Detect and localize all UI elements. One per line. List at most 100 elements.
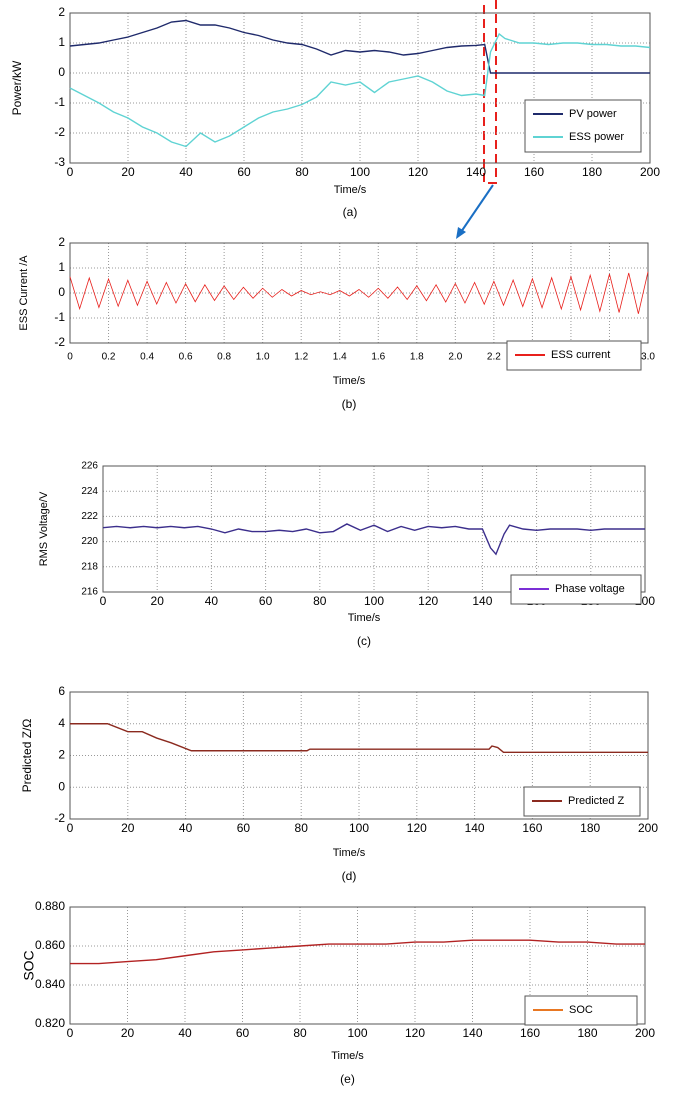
caption: (e) xyxy=(340,1072,355,1086)
x-tick-label: 1.6 xyxy=(371,352,385,363)
y-axis-label: Predicted Z/Ω xyxy=(20,719,34,793)
x-tick-label: 60 xyxy=(259,594,273,608)
x-tick-label: 0.4 xyxy=(140,352,154,363)
y-tick-label: -2 xyxy=(54,811,65,825)
x-axis-label: Time/s xyxy=(348,612,381,624)
x-tick-label: 1.2 xyxy=(294,352,308,363)
x-tick-label: 0.6 xyxy=(179,352,193,363)
caption: (d) xyxy=(342,869,357,883)
y-tick-label: 216 xyxy=(81,587,98,598)
x-tick-label: 160 xyxy=(524,165,544,179)
highlight-box xyxy=(483,0,497,184)
y-tick-label: 226 xyxy=(81,461,98,472)
x-tick-label: 40 xyxy=(205,594,219,608)
x-tick-label: 0.2 xyxy=(102,352,116,363)
x-tick-label: 1.8 xyxy=(410,352,424,363)
x-tick-label: 200 xyxy=(640,165,660,179)
x-tick-label: 1.0 xyxy=(256,352,270,363)
x-tick-label: 140 xyxy=(466,165,486,179)
x-tick-label: 80 xyxy=(313,594,327,608)
data-line xyxy=(70,723,648,754)
x-tick-label: 180 xyxy=(582,165,602,179)
y-tick-label: 218 xyxy=(81,561,98,572)
y-tick-label: 220 xyxy=(81,536,98,547)
x-tick-label: 20 xyxy=(121,165,135,179)
x-tick-label: 140 xyxy=(472,594,492,608)
y-axis-label: Power/kW xyxy=(10,60,24,115)
x-tick-label: 0 xyxy=(100,594,107,608)
x-tick-label: 120 xyxy=(405,1026,425,1040)
plot-frame xyxy=(69,906,646,1025)
y-axis-label: ESS Current /A xyxy=(18,255,30,331)
x-tick-label: 140 xyxy=(465,821,485,835)
caption: (a) xyxy=(343,205,358,219)
arrow-head xyxy=(456,227,466,239)
x-tick-label: 100 xyxy=(350,165,370,179)
x-tick-label: 0 xyxy=(67,821,74,835)
chart: -2 -1 0 1 2 0 0.2 0.4 0.6 0.8 1.0 1.2 1.4 1.6 1.8 2.0 2.… xyxy=(18,235,655,411)
legend-label: SOC xyxy=(569,1004,593,1016)
chart: 2162182202222242260204060801001201401601… xyxy=(38,461,655,649)
y-tick-label: 2 xyxy=(58,5,65,19)
x-tick-label: 200 xyxy=(635,1026,655,1040)
x-tick-label: 180 xyxy=(577,1026,597,1040)
legend-label: ESS power xyxy=(569,131,624,143)
x-tick-label: 2.2 xyxy=(487,352,501,363)
legend-box xyxy=(524,99,642,153)
y-axis-label: RMS Voltage/V xyxy=(38,491,50,566)
data-line xyxy=(69,32,651,148)
x-tick-label: 80 xyxy=(295,165,309,179)
x-axis-label: Time/s xyxy=(333,375,366,387)
x-tick-label: 20 xyxy=(151,594,165,608)
y-tick-label: 1 xyxy=(58,35,65,49)
y-tick-label: -3 xyxy=(54,155,65,169)
x-tick-label: 40 xyxy=(179,821,193,835)
x-tick-label: 3.0 xyxy=(641,352,655,363)
legend-label: Predicted Z xyxy=(568,795,625,807)
x-tick-label: 160 xyxy=(522,821,542,835)
x-tick-label: 0 xyxy=(67,352,73,363)
x-axis-label: Time/s xyxy=(334,184,367,196)
x-tick-label: 0.8 xyxy=(217,352,231,363)
y-tick-label: 2 xyxy=(58,748,65,762)
y-tick-label: -2 xyxy=(54,335,65,349)
x-tick-label: 100 xyxy=(364,594,384,608)
y-tick-label: 0.840 xyxy=(35,977,65,991)
y-tick-label: 0.880 xyxy=(35,899,65,913)
y-tick-label: -2 xyxy=(54,125,65,139)
y-tick-label: 0.820 xyxy=(35,1016,65,1030)
x-tick-label: 200 xyxy=(638,821,658,835)
caption: (b) xyxy=(342,397,357,411)
x-tick-label: 100 xyxy=(349,821,369,835)
y-tick-label: -1 xyxy=(54,310,65,324)
y-tick-label: -1 xyxy=(54,95,65,109)
data-line xyxy=(70,939,645,965)
x-tick-label: 80 xyxy=(295,821,309,835)
y-tick-label: 4 xyxy=(58,716,65,730)
y-tick-label: 2 xyxy=(58,235,65,249)
x-tick-label: 160 xyxy=(520,1026,540,1040)
x-tick-label: 180 xyxy=(580,821,600,835)
x-tick-label: 40 xyxy=(179,165,193,179)
y-tick-label: 222 xyxy=(81,511,98,522)
y-tick-label: 0 xyxy=(58,285,65,299)
x-tick-label: 0 xyxy=(67,1026,74,1040)
x-tick-label: 0 xyxy=(67,165,74,179)
x-tick-label: 60 xyxy=(237,821,251,835)
data-line xyxy=(69,271,649,314)
y-axis-label: SOC xyxy=(21,950,37,980)
x-tick-label: 40 xyxy=(178,1026,192,1040)
x-tick-label: 2.0 xyxy=(448,352,462,363)
x-tick-label: 1.4 xyxy=(333,352,347,363)
x-tick-label: 60 xyxy=(236,1026,250,1040)
x-tick-label: 20 xyxy=(121,1026,135,1040)
legend-label: Phase voltage xyxy=(555,583,625,595)
x-tick-label: 60 xyxy=(237,165,251,179)
data-line xyxy=(69,19,650,74)
x-tick-label: 120 xyxy=(407,821,427,835)
plot-frame xyxy=(69,691,649,820)
y-tick-label: 0 xyxy=(58,65,65,79)
